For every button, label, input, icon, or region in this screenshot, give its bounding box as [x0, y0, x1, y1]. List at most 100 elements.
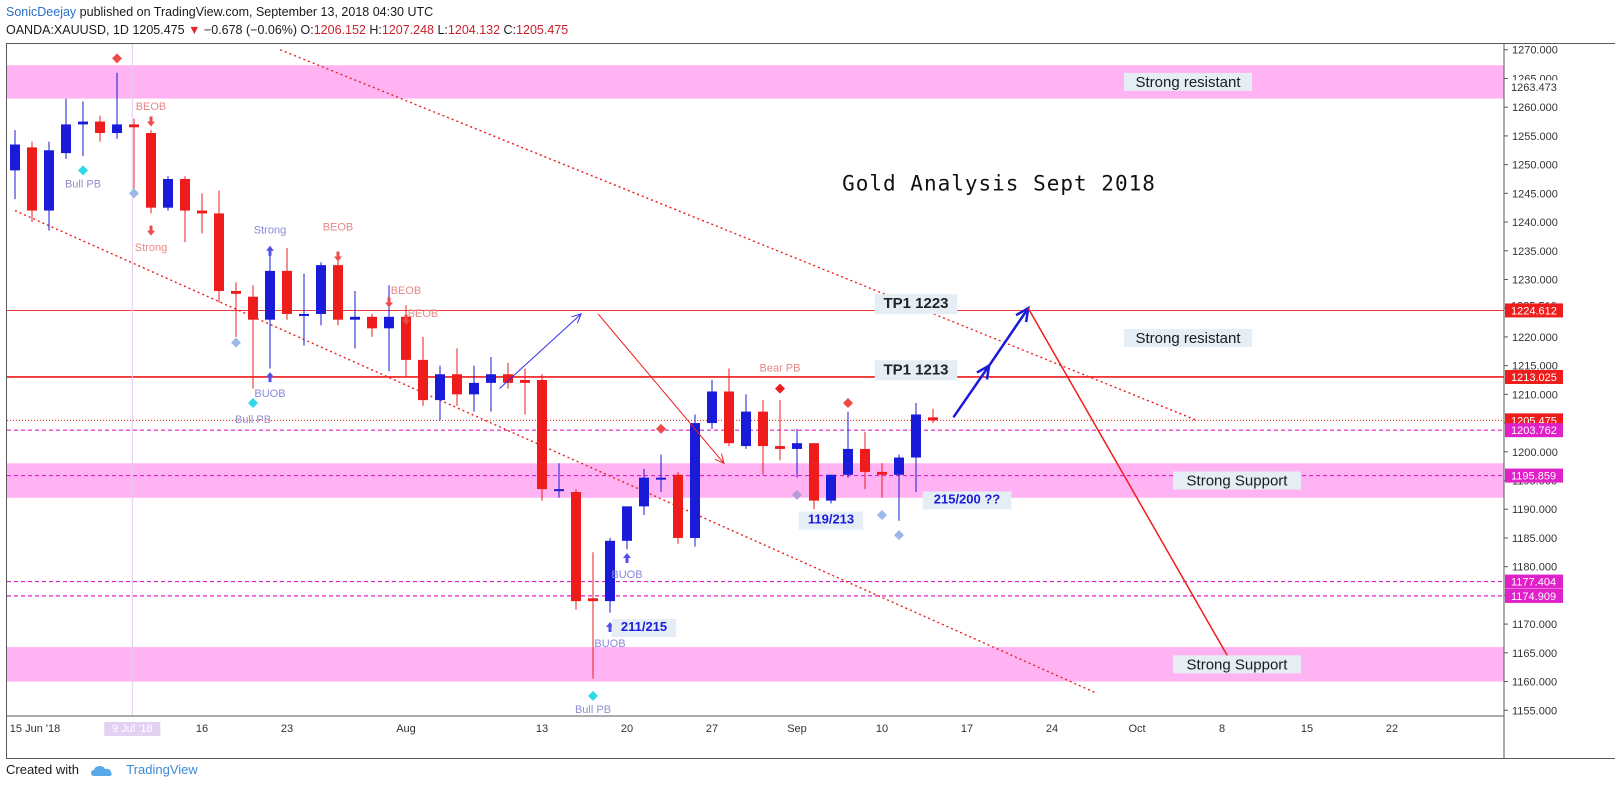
- candle: [248, 285, 258, 389]
- price-tick-label: 1190.000: [1512, 504, 1557, 516]
- price-tick: 1165.000: [1504, 648, 1557, 660]
- candle-body: [588, 598, 598, 602]
- diamond-marker: [129, 188, 139, 199]
- callout-label: TP1 1223: [874, 294, 958, 315]
- candle-body: [129, 124, 139, 128]
- candle: [758, 400, 768, 475]
- open-label: O:: [300, 23, 314, 37]
- time-tick-label: 15 Jun '18: [10, 723, 60, 735]
- candle: [316, 262, 326, 326]
- price-label-bg: [1505, 574, 1563, 589]
- candle-body: [78, 121, 88, 125]
- candle: [95, 115, 105, 142]
- price-tick: 1270.000: [1504, 45, 1558, 57]
- time-highlight-text: 9 Jul '18: [112, 723, 153, 735]
- projection-arrow: [597, 313, 725, 464]
- price-label-bg: [1505, 303, 1563, 318]
- tradingview-brand-link[interactable]: TradingView: [126, 762, 198, 777]
- price-tick-label: 1255.000: [1512, 131, 1558, 143]
- low-label: L:: [437, 23, 448, 37]
- publish-info: published on TradingView.com, September …: [79, 5, 434, 19]
- time-tick: 15: [1301, 723, 1313, 735]
- candle-body: [61, 124, 71, 154]
- candle-body: [860, 448, 870, 472]
- price-tick-label: 1240.000: [1512, 217, 1558, 229]
- price-label: 1213.025: [1505, 369, 1563, 384]
- candle-body: [214, 213, 224, 291]
- candle: [792, 428, 802, 478]
- projection-arrow: [499, 313, 582, 389]
- author-link[interactable]: SonicDeejay: [6, 5, 77, 19]
- zone-label-text: Strong Support: [1187, 473, 1289, 490]
- candle: [775, 400, 785, 461]
- candle: [571, 489, 581, 610]
- candle-body: [554, 489, 564, 492]
- candle-body: [452, 374, 462, 395]
- candle: [367, 313, 377, 337]
- callout-label-bg: [874, 360, 958, 381]
- time-tick: 24: [1046, 723, 1058, 735]
- candle-body: [707, 391, 717, 424]
- diamond-marker: [231, 337, 241, 348]
- high-label: H:: [369, 23, 382, 37]
- price-tick: 1170.000: [1504, 619, 1557, 631]
- chart-canvas[interactable]: Bull PB BEOB Strong Strong BEOB BEOB BEOB BUOB B…: [7, 44, 1615, 758]
- price-tick: 1260.000: [1504, 102, 1558, 114]
- candle: [537, 374, 547, 501]
- time-tick-label: 27: [706, 723, 718, 735]
- candle-body: [180, 178, 190, 211]
- candle-body: [333, 265, 343, 320]
- price-tick-label: 1260.000: [1512, 102, 1558, 114]
- time-tick: 15 Jun '18: [10, 723, 60, 735]
- arrow-up-marker: [266, 245, 274, 256]
- candle-body: [911, 414, 921, 458]
- close-label: C:: [503, 23, 517, 37]
- time-tick: 16: [196, 723, 208, 735]
- candle-body: [27, 147, 37, 211]
- zone-label: Strong Support: [1173, 655, 1301, 674]
- diamond-marker: [877, 509, 887, 520]
- price-tick-label: 1235.000: [1512, 246, 1558, 258]
- zone-label-text: Strong resistant: [1135, 330, 1241, 347]
- time-tick: Oct: [1128, 723, 1145, 735]
- candle: [639, 469, 649, 515]
- candle: [44, 141, 54, 231]
- candle-body: [316, 265, 326, 314]
- price-tick: 1160.000: [1504, 677, 1557, 689]
- arrow-up-marker: [266, 372, 274, 383]
- arrow-head-icon: [714, 453, 725, 465]
- time-tick-label: 8: [1219, 723, 1225, 735]
- candle: [826, 474, 836, 504]
- candle-body: [605, 540, 615, 602]
- price-chart[interactable]: Bull PB BEOB Strong Strong BEOB BEOB BEOB BUOB B…: [6, 43, 1615, 759]
- zone-label-text: Strong resistant: [1135, 74, 1241, 91]
- price-tick: 1235.000: [1504, 246, 1558, 258]
- pattern-annotation: BEOB: [323, 222, 354, 234]
- time-tick-label: Sep: [787, 723, 807, 735]
- arrow-head-icon: [571, 313, 582, 324]
- time-tick: 20: [621, 723, 633, 735]
- time-tick: Sep: [787, 723, 807, 735]
- callout-label-text: TP1 1213: [883, 361, 948, 378]
- candle-body: [486, 374, 496, 383]
- callout-label-text: 215/200 ??: [934, 491, 1001, 506]
- candle: [78, 101, 88, 156]
- candle-body: [265, 270, 275, 320]
- price-tick-label: 1270.000: [1512, 45, 1558, 57]
- time-tick-label: 16: [196, 723, 208, 735]
- time-tick: 23: [281, 723, 293, 735]
- price-tick: 1240.000: [1504, 217, 1558, 229]
- callout-label-bg: [798, 511, 864, 530]
- price-label-text: 1195.859: [1511, 471, 1556, 483]
- time-tick-label: 24: [1046, 723, 1058, 735]
- price-tick-label: 1245.000: [1512, 188, 1558, 200]
- price-label-text: 1224.612: [1511, 305, 1557, 317]
- price-change: −0.678 (−0.06%): [203, 23, 298, 37]
- candle: [690, 414, 700, 547]
- price-tick-label: 1170.000: [1512, 619, 1557, 631]
- price-tick: 1180.000: [1504, 562, 1557, 574]
- candle: [435, 365, 445, 421]
- price-tick: 1185.000: [1504, 533, 1557, 545]
- price-tick: 1220.000: [1504, 332, 1558, 344]
- callout-label-bg: [611, 618, 677, 637]
